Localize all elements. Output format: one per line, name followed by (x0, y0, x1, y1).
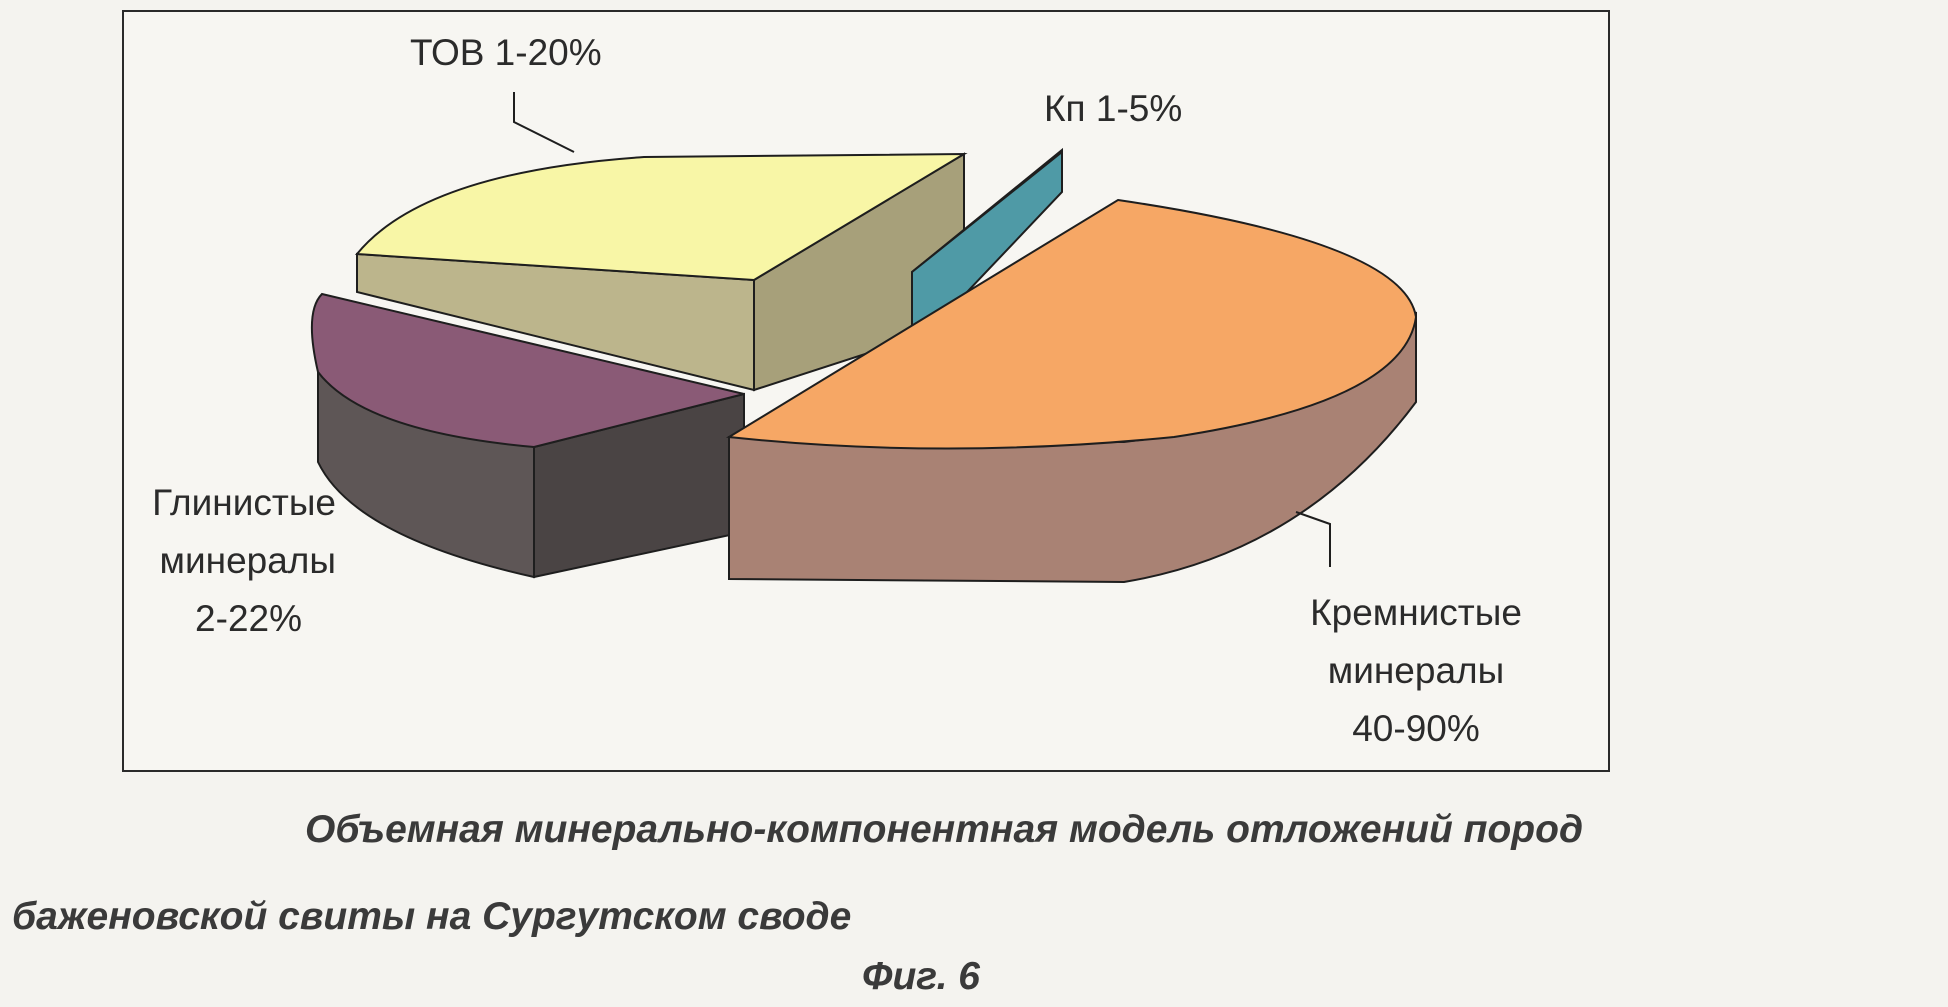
figure-number: Фиг. 6 (862, 955, 980, 999)
silica-leader-line (1296, 512, 1330, 567)
silica-label-line-3: 40-90% (1286, 700, 1546, 758)
chart-frame: ТОВ 1-20% Кп 1-5% Глинистые минералы 2-2… (122, 10, 1610, 772)
kp-label-line: Кп 1-5% (1044, 80, 1182, 138)
clay-label: Глинистые минералы 2-22% (124, 474, 336, 648)
tov-label: ТОВ 1-20% (410, 24, 602, 82)
silica-label-line-2: минералы (1286, 642, 1546, 700)
tov-leader-line (514, 92, 574, 152)
caption-line-2: баженовской свиты на Сургутском своде (12, 895, 851, 939)
silica-label-line-1: Кремнистые (1286, 584, 1546, 642)
tov-label-line: ТОВ 1-20% (410, 24, 602, 82)
clay-label-line-2: минералы (124, 532, 336, 590)
clay-label-line-3: 2-22% (124, 590, 336, 648)
clay-label-line-1: Глинистые (124, 474, 336, 532)
kp-label: Кп 1-5% (1044, 80, 1182, 138)
caption-line-1: Объемная минерально-компонентная модель … (305, 808, 1583, 852)
silica-label: Кремнистые минералы 40-90% (1286, 584, 1546, 758)
